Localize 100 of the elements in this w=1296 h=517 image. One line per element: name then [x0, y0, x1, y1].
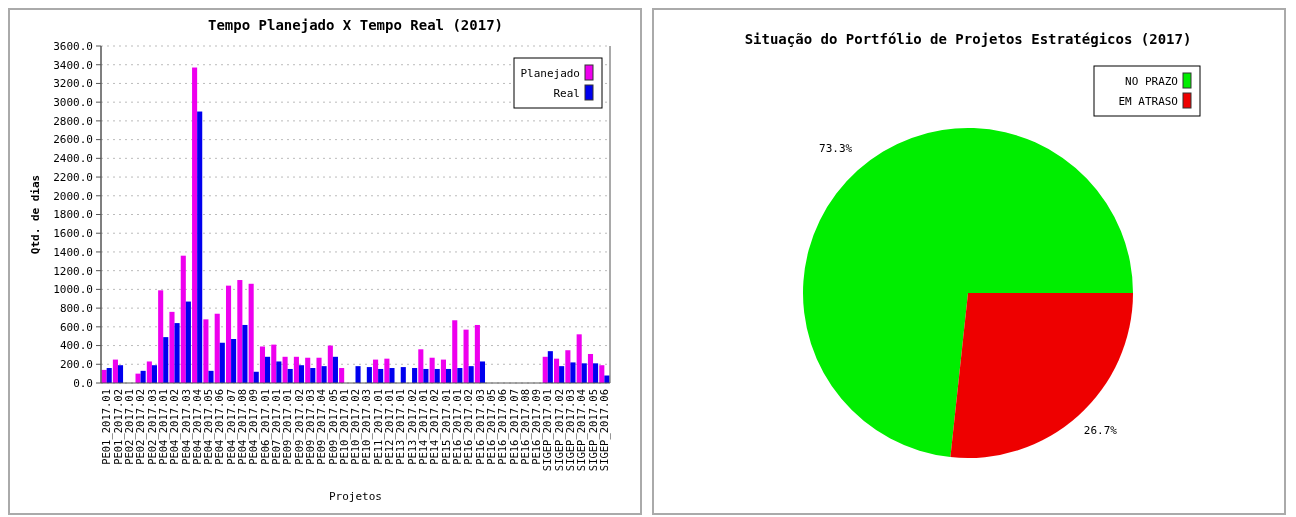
bar	[174, 323, 180, 383]
bar	[373, 359, 379, 383]
x-tick-label: PE16_2017.05	[484, 389, 498, 465]
x-tick-label: PE02_2017.01	[122, 389, 136, 465]
bar	[316, 357, 322, 383]
x-tick-label: PE02_2017.03	[145, 389, 159, 465]
bar	[192, 67, 198, 383]
x-tick-label: PE04_2017.05	[202, 389, 216, 465]
x-tick-label: PE16_2017.06	[496, 389, 510, 465]
bar	[457, 368, 463, 383]
x-tick-label: PE02_2017.02	[134, 389, 148, 465]
x-tick-label: PE01_2017.01	[100, 389, 114, 465]
x-tick-label: PE04_2017.01	[156, 389, 170, 465]
y-tick-label: 1200.0	[53, 264, 93, 278]
x-tick-label: PE11_2017.01	[371, 389, 385, 465]
y-tick-label: 3200.0	[53, 77, 93, 91]
x-tick-label: PE04_2017.03	[179, 389, 193, 465]
bar	[440, 359, 446, 383]
x-tick-label: PE15_2017.01	[439, 389, 453, 465]
chart-title: Situação do Portfólio de Projetos Estratégicos (2017)	[744, 31, 1192, 47]
data-label: 73.3%	[819, 141, 853, 155]
bar	[112, 359, 118, 383]
bar	[463, 329, 469, 383]
bar	[434, 368, 440, 383]
y-tick-label: 400.0	[59, 339, 93, 353]
pie-slice	[950, 293, 1133, 458]
bar	[412, 368, 418, 383]
data-label: 26.7%	[1083, 424, 1118, 438]
bar	[197, 111, 203, 383]
bar	[237, 280, 243, 383]
bar	[310, 368, 316, 383]
y-tick-label: 600.0	[59, 320, 93, 334]
y-tick-label: 1000.0	[53, 283, 93, 297]
bar	[599, 365, 605, 383]
bar	[378, 368, 384, 383]
bar	[248, 283, 254, 383]
legend-label: Planejado	[520, 67, 580, 80]
y-tick-label: 2200.0	[53, 170, 93, 184]
bar	[117, 365, 124, 383]
bar	[293, 356, 299, 383]
x-tick-label: PE09_2017.02	[292, 389, 306, 465]
x-tick-label: SIGEP_2017.05	[586, 389, 600, 472]
x-tick-label: PE01_2017.02	[111, 389, 125, 465]
bar	[474, 324, 480, 383]
bar	[169, 311, 175, 383]
y-tick-label: 2600.0	[53, 133, 93, 147]
y-tick-label: 2000.0	[53, 189, 93, 203]
x-tick-label: SIGEP_2017.06	[598, 389, 612, 472]
bar	[445, 368, 452, 383]
bar	[559, 366, 565, 383]
pie-slice	[803, 128, 1133, 458]
bar	[305, 357, 311, 383]
bar	[570, 362, 576, 383]
bar	[355, 366, 361, 383]
bar	[554, 358, 560, 383]
bar	[452, 320, 458, 383]
x-tick-label: PE07_2017.01	[270, 389, 283, 465]
x-tick-label: PE06_2017.01	[258, 389, 272, 465]
bar	[565, 350, 571, 383]
x-tick-label: PE04_2017.06	[213, 389, 227, 465]
bar	[265, 356, 271, 383]
bar	[276, 361, 282, 383]
chart-title: Tempo Planejado X Tempo Real (2017)	[207, 17, 504, 33]
bar	[271, 344, 277, 383]
x-tick-label: PE04_2017.08	[236, 389, 250, 465]
bar	[542, 356, 548, 383]
bar	[259, 346, 266, 383]
x-tick-label: PE09_2017.03	[303, 389, 317, 465]
y-tick-label: 3000.0	[53, 96, 93, 110]
x-tick-label: PE04_2017.07	[224, 389, 238, 465]
x-tick-label: PE13_2017.02	[405, 389, 419, 465]
bar	[384, 358, 390, 383]
bar	[332, 356, 338, 383]
y-tick-label: 800.0	[59, 301, 93, 315]
bar	[101, 369, 107, 383]
x-tick-label: SIGEP_2017.03	[564, 389, 578, 472]
bar	[135, 373, 141, 383]
bar	[219, 342, 225, 383]
bar	[180, 255, 186, 383]
y-axis-title: Qtd. de dias	[29, 174, 42, 255]
y-tick-label: 1600.0	[53, 227, 93, 241]
x-tick-label: PE16_2017.01	[450, 389, 464, 465]
bar	[282, 356, 288, 383]
bar	[225, 285, 232, 383]
bar	[593, 363, 599, 383]
x-axis-title: Projetos	[329, 490, 382, 503]
bar	[203, 319, 209, 383]
bar	[146, 361, 152, 383]
bar	[321, 366, 327, 383]
x-tick-label: PE14_2017.02	[428, 389, 442, 465]
legend-label: Real	[553, 87, 580, 100]
bar	[547, 351, 553, 383]
bar	[185, 301, 191, 383]
bar	[242, 324, 248, 383]
x-tick-label: PE04_2017.02	[168, 389, 182, 465]
bar	[327, 345, 333, 383]
y-tick-label: 3600.0	[53, 39, 93, 53]
bar	[208, 370, 214, 383]
x-tick-label: PE10_2017.02	[349, 389, 363, 465]
bar	[479, 361, 486, 383]
